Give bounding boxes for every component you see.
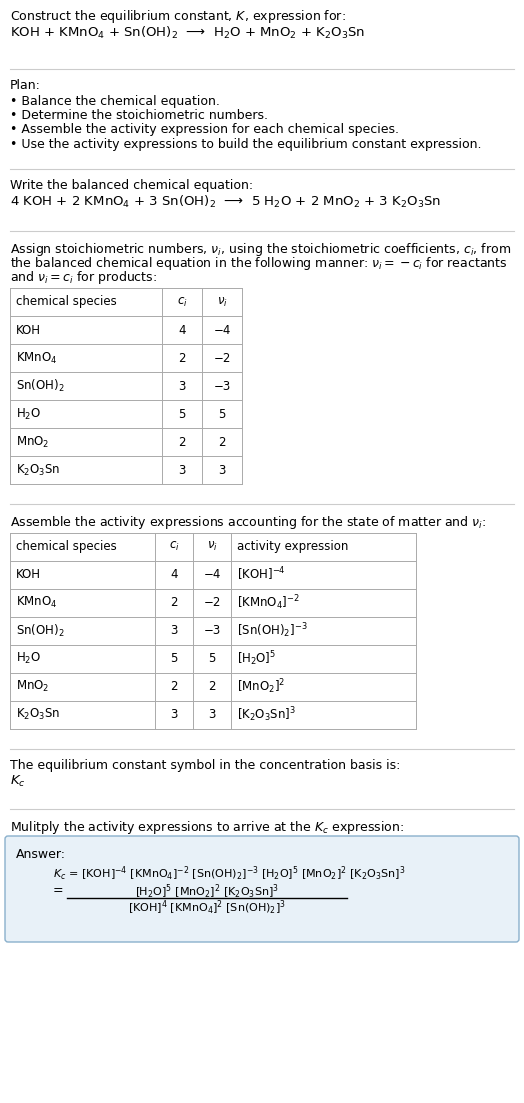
Text: 4: 4 bbox=[178, 323, 185, 336]
Text: −4: −4 bbox=[213, 323, 231, 336]
Text: Assemble the activity expressions accounting for the state of matter and $\nu_i$: Assemble the activity expressions accoun… bbox=[10, 514, 486, 531]
Text: 3: 3 bbox=[209, 708, 216, 721]
Text: 3: 3 bbox=[219, 463, 226, 476]
Text: 3: 3 bbox=[178, 379, 185, 393]
Text: KOH + KMnO$_4$ + Sn(OH)$_2$  ⟶  H$_2$O + MnO$_2$ + K$_2$O$_3$Sn: KOH + KMnO$_4$ + Sn(OH)$_2$ ⟶ H$_2$O + M… bbox=[10, 24, 365, 41]
Text: 4 KOH + 2 KMnO$_4$ + 3 Sn(OH)$_2$  ⟶  5 H$_2$O + 2 MnO$_2$ + 3 K$_2$O$_3$Sn: 4 KOH + 2 KMnO$_4$ + 3 Sn(OH)$_2$ ⟶ 5 H$… bbox=[10, 194, 441, 210]
Text: −2: −2 bbox=[203, 596, 221, 609]
FancyBboxPatch shape bbox=[5, 836, 519, 942]
Text: [KOH]$^{-4}$: [KOH]$^{-4}$ bbox=[237, 566, 286, 583]
Text: 2: 2 bbox=[219, 436, 226, 449]
Text: Sn(OH)$_2$: Sn(OH)$_2$ bbox=[16, 622, 65, 639]
Text: $c_i$: $c_i$ bbox=[169, 540, 179, 553]
Text: KOH: KOH bbox=[16, 568, 41, 581]
Text: $\nu_i$: $\nu_i$ bbox=[206, 540, 217, 553]
Text: K$_2$O$_3$Sn: K$_2$O$_3$Sn bbox=[16, 707, 60, 722]
Text: 2: 2 bbox=[178, 352, 185, 364]
Text: 2: 2 bbox=[170, 681, 178, 693]
Text: 3: 3 bbox=[170, 624, 178, 638]
Text: 3: 3 bbox=[178, 463, 185, 476]
Text: Mulitply the activity expressions to arrive at the $K_c$ expression:: Mulitply the activity expressions to arr… bbox=[10, 818, 405, 835]
Text: [MnO$_2$]$^2$: [MnO$_2$]$^2$ bbox=[237, 677, 285, 696]
Text: • Determine the stoichiometric numbers.: • Determine the stoichiometric numbers. bbox=[10, 109, 268, 122]
Text: [K$_2$O$_3$Sn]$^3$: [K$_2$O$_3$Sn]$^3$ bbox=[237, 705, 296, 724]
Text: Write the balanced chemical equation:: Write the balanced chemical equation: bbox=[10, 179, 253, 192]
Text: −4: −4 bbox=[203, 568, 221, 581]
Text: [KOH]$^4$ [KMnO$_4$]$^2$ [Sn(OH)$_2$]$^3$: [KOH]$^4$ [KMnO$_4$]$^2$ [Sn(OH)$_2$]$^3… bbox=[128, 899, 286, 918]
Text: −3: −3 bbox=[213, 379, 231, 393]
Text: −2: −2 bbox=[213, 352, 231, 364]
Text: 5: 5 bbox=[170, 652, 178, 665]
Text: 4: 4 bbox=[170, 568, 178, 581]
Text: Plan:: Plan: bbox=[10, 79, 41, 92]
Text: the balanced chemical equation in the following manner: $\nu_i = -c_i$ for react: the balanced chemical equation in the fo… bbox=[10, 255, 507, 272]
Text: KOH: KOH bbox=[16, 323, 41, 336]
Text: 2: 2 bbox=[178, 436, 185, 449]
Text: [Sn(OH)$_2$]$^{-3}$: [Sn(OH)$_2$]$^{-3}$ bbox=[237, 621, 308, 640]
Text: Assign stoichiometric numbers, $\nu_i$, using the stoichiometric coefficients, $: Assign stoichiometric numbers, $\nu_i$, … bbox=[10, 240, 511, 257]
Text: H$_2$O: H$_2$O bbox=[16, 406, 41, 421]
Text: KMnO$_4$: KMnO$_4$ bbox=[16, 595, 58, 610]
Text: $c_i$: $c_i$ bbox=[177, 296, 188, 309]
Text: [H$_2$O]$^5$: [H$_2$O]$^5$ bbox=[237, 650, 276, 667]
Text: activity expression: activity expression bbox=[237, 540, 348, 553]
Text: MnO$_2$: MnO$_2$ bbox=[16, 435, 49, 450]
Text: 2: 2 bbox=[208, 681, 216, 693]
Text: 2: 2 bbox=[170, 596, 178, 609]
Text: chemical species: chemical species bbox=[16, 540, 117, 553]
Text: Sn(OH)$_2$: Sn(OH)$_2$ bbox=[16, 378, 65, 394]
Text: • Use the activity expressions to build the equilibrium constant expression.: • Use the activity expressions to build … bbox=[10, 138, 482, 151]
Text: =: = bbox=[53, 885, 63, 898]
Text: 5: 5 bbox=[219, 407, 226, 420]
Text: MnO$_2$: MnO$_2$ bbox=[16, 679, 49, 694]
Text: • Balance the chemical equation.: • Balance the chemical equation. bbox=[10, 95, 220, 107]
Text: $K_c$: $K_c$ bbox=[10, 774, 26, 789]
Text: [KMnO$_4$]$^{-2}$: [KMnO$_4$]$^{-2}$ bbox=[237, 593, 300, 612]
Text: −3: −3 bbox=[203, 624, 221, 638]
Text: K$_2$O$_3$Sn: K$_2$O$_3$Sn bbox=[16, 462, 60, 478]
Text: KMnO$_4$: KMnO$_4$ bbox=[16, 351, 58, 365]
Text: $\nu_i$: $\nu_i$ bbox=[216, 296, 227, 309]
Text: H$_2$O: H$_2$O bbox=[16, 651, 41, 666]
Text: The equilibrium constant symbol in the concentration basis is:: The equilibrium constant symbol in the c… bbox=[10, 759, 400, 771]
Text: and $\nu_i = c_i$ for products:: and $\nu_i = c_i$ for products: bbox=[10, 269, 157, 287]
Text: 3: 3 bbox=[170, 708, 178, 721]
Text: 5: 5 bbox=[178, 407, 185, 420]
Text: chemical species: chemical species bbox=[16, 296, 117, 309]
Text: $K_c$ = [KOH]$^{-4}$ [KMnO$_4$]$^{-2}$ [Sn(OH)$_2$]$^{-3}$ [H$_2$O]$^5$ [MnO$_2$: $K_c$ = [KOH]$^{-4}$ [KMnO$_4$]$^{-2}$ [… bbox=[53, 865, 405, 882]
Text: Construct the equilibrium constant, $K$, expression for:: Construct the equilibrium constant, $K$,… bbox=[10, 8, 346, 25]
Text: • Assemble the activity expression for each chemical species.: • Assemble the activity expression for e… bbox=[10, 124, 399, 137]
Text: [H$_2$O]$^5$ [MnO$_2$]$^2$ [K$_2$O$_3$Sn]$^3$: [H$_2$O]$^5$ [MnO$_2$]$^2$ [K$_2$O$_3$Sn… bbox=[135, 884, 279, 901]
Text: Answer:: Answer: bbox=[16, 848, 66, 861]
Text: 5: 5 bbox=[209, 652, 216, 665]
